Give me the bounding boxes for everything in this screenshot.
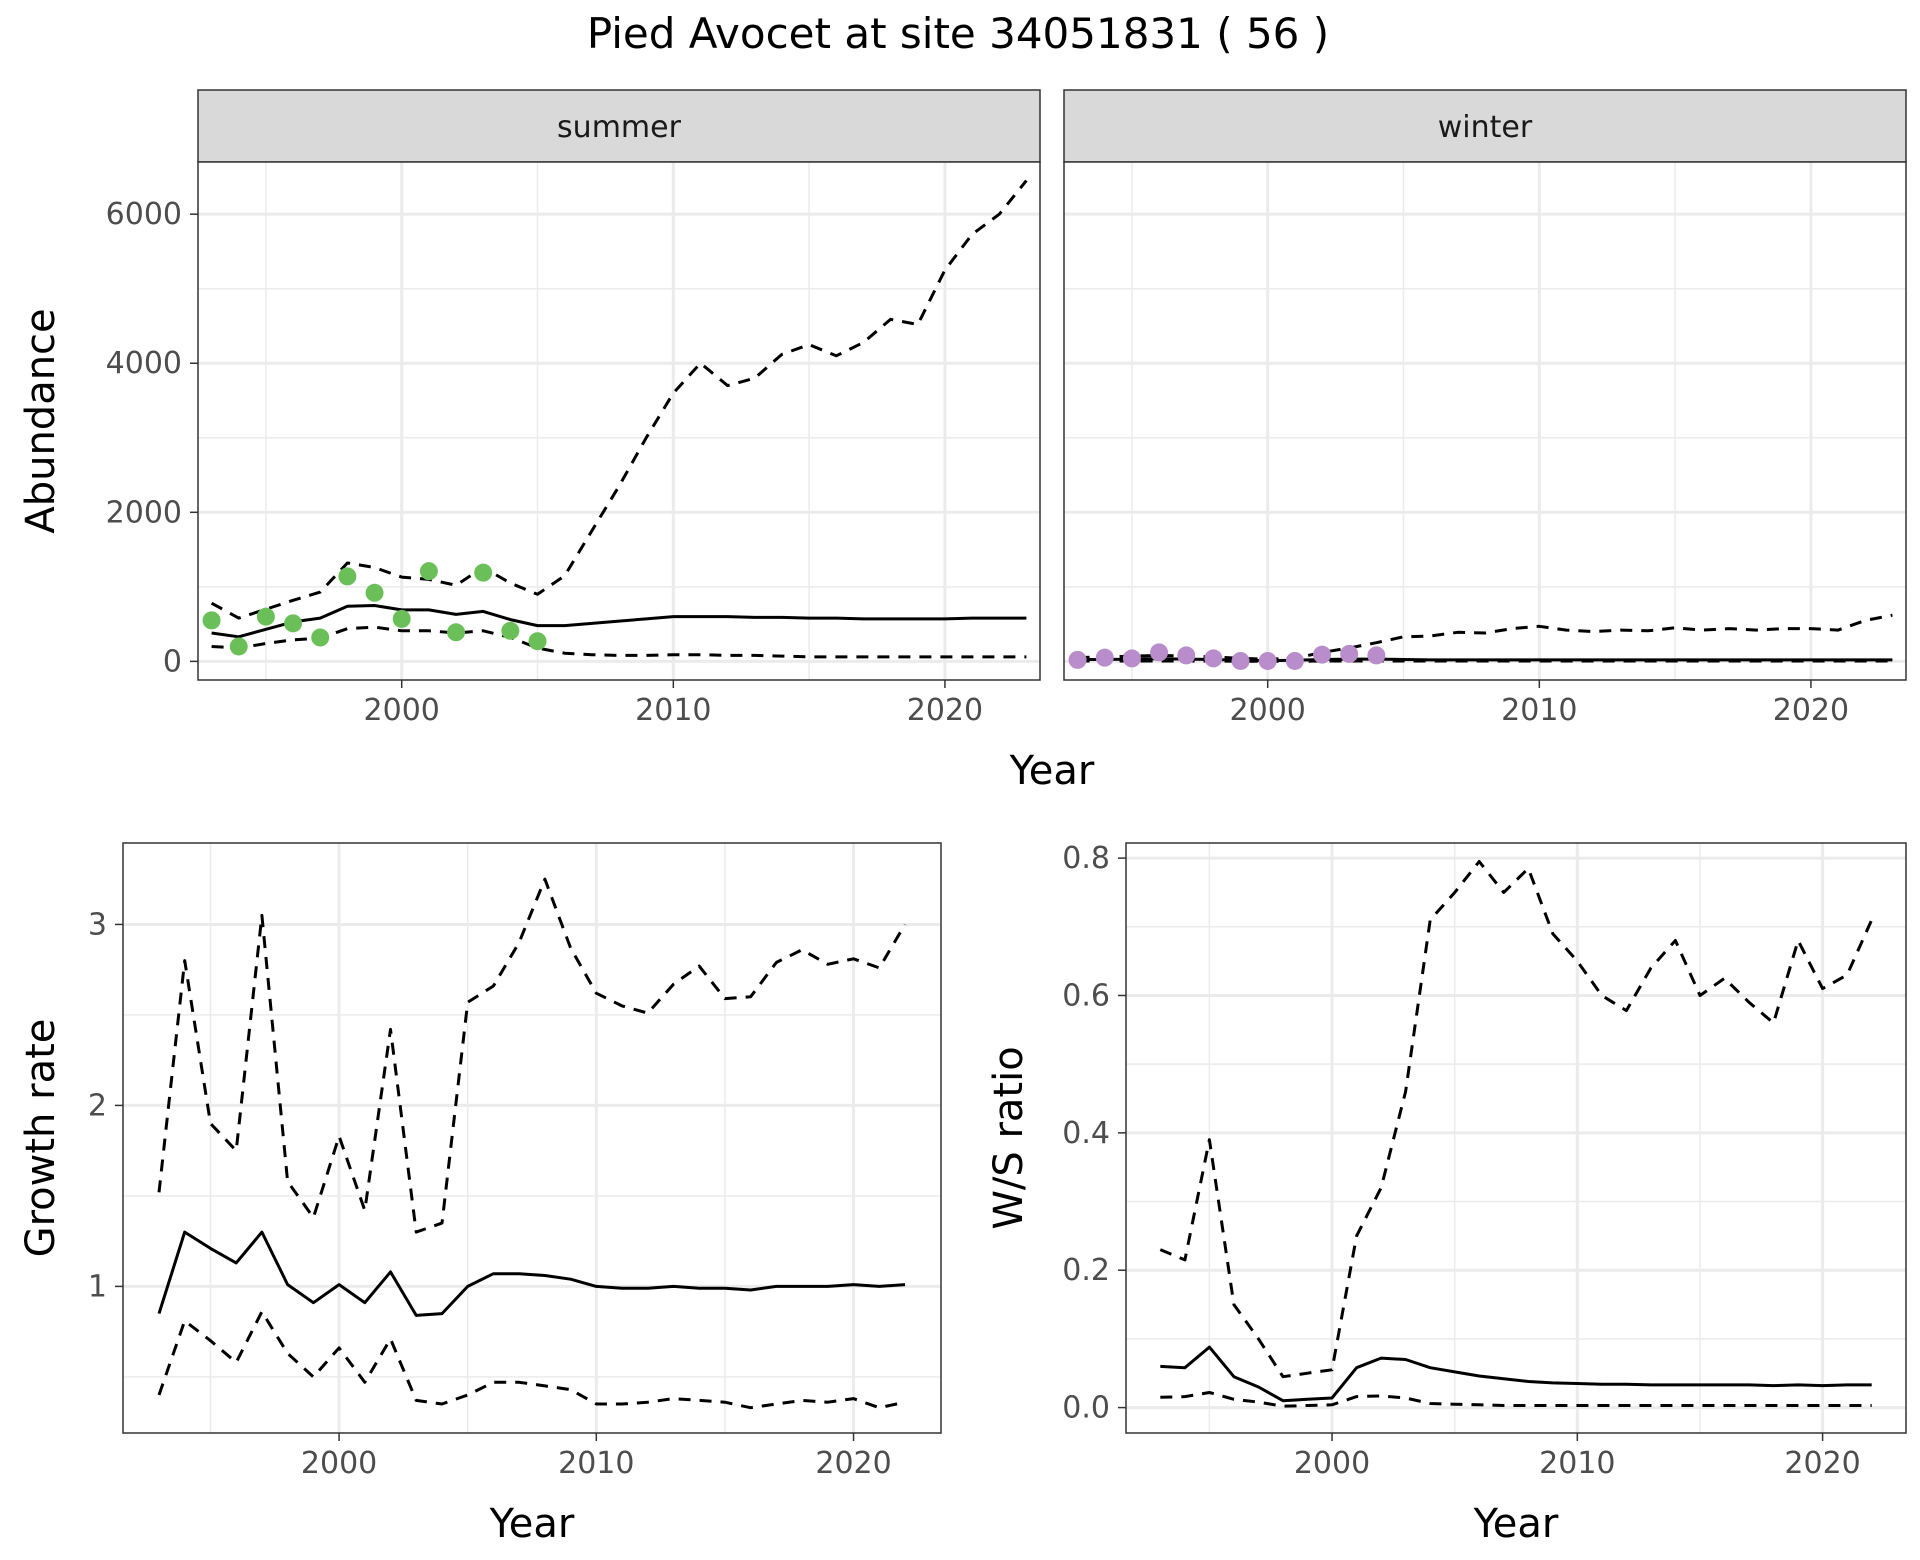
winter-point <box>1150 643 1169 662</box>
x-ticks-growth: 2000 2010 2020 <box>301 1433 892 1481</box>
summer-point <box>447 623 466 642</box>
marks-growth <box>157 877 907 1410</box>
summer-point <box>474 563 493 582</box>
winter-point <box>1367 646 1386 665</box>
plot-border-winter <box>1063 161 1907 681</box>
ws-y-tick-label: 0.2 <box>1062 1253 1110 1288</box>
summer-y-tick-label: 6000 <box>106 197 182 232</box>
ws-y-tick-label: 0.6 <box>1062 978 1110 1013</box>
strip-summer <box>197 89 1041 163</box>
winter-x-tick-label: 2020 <box>1773 693 1849 728</box>
winter-point <box>1122 649 1141 668</box>
plot-border-ws <box>1125 842 1907 1434</box>
growth-x-tick-label: 2000 <box>301 1446 377 1481</box>
marks-winter <box>1068 613 1893 670</box>
grid-summer <box>198 162 1040 680</box>
y-ticks-growth: 1 2 3 <box>88 907 123 1304</box>
figure-title: Pied Avocet at site 34051831 ( 56 ) <box>587 9 1329 58</box>
growth-series-lower <box>157 1310 906 1410</box>
growth-series-upper <box>157 877 907 1234</box>
winter-point <box>1231 651 1250 670</box>
ws-series-estimate <box>1160 1345 1872 1403</box>
marks-summer <box>202 179 1028 659</box>
summer-point <box>229 637 248 656</box>
growth-y-label: Growth rate <box>18 1019 64 1258</box>
summer-y-tick-label: 4000 <box>106 346 182 381</box>
winter-point <box>1285 651 1304 670</box>
ws-ratio-panel: 2000 2010 2020 0.0 0.2 0.4 0.6 0.8 W/S ratio Y… <box>986 841 1907 1547</box>
growth-panel: 2000 2010 2020 1 2 3 Growth rate Year <box>18 842 942 1547</box>
summer-y-tick-label: 2000 <box>106 495 182 530</box>
strip-winter <box>1063 89 1907 163</box>
summer-series-estimate <box>211 604 1027 639</box>
winter-point <box>1177 646 1196 665</box>
summer-point <box>501 621 520 640</box>
summer-x-tick-label: 2000 <box>364 693 440 728</box>
y-ticks-abundance: 0 2000 4000 6000 <box>106 197 198 679</box>
summer-point <box>419 562 438 581</box>
growth-series-estimate <box>157 1230 906 1317</box>
winter-point <box>1095 648 1114 667</box>
summer-point <box>338 567 357 586</box>
growth-y-tick-label: 2 <box>88 1088 107 1123</box>
abundance-y-label: Abundance <box>18 308 64 533</box>
ws-y-tick-label: 0.8 <box>1062 841 1110 876</box>
growth-x-tick-label: 2020 <box>815 1446 891 1481</box>
x-ticks-summer: 2000 2010 2020 <box>364 680 983 728</box>
ws-x-label: Year <box>1473 1501 1559 1547</box>
grid-ws <box>1126 843 1906 1433</box>
growth-x-label: Year <box>489 1501 575 1547</box>
winter-point <box>1258 651 1277 670</box>
winter-point <box>1068 650 1087 669</box>
strip-label-summer: summer <box>557 110 682 145</box>
ws-series-lower <box>1160 1391 1872 1408</box>
plot-bg-winter <box>1064 162 1906 680</box>
summer-point <box>284 614 303 633</box>
summer-point <box>256 607 275 626</box>
x-ticks-ws: 2000 2010 2020 <box>1294 1433 1861 1481</box>
winter-point <box>1313 645 1332 664</box>
summer-point <box>365 583 384 602</box>
summer-x-tick-label: 2020 <box>907 693 983 728</box>
facet-summer: summer 2000 2010 2020 0 2000 4000 6000 <box>106 89 1041 728</box>
x-ticks-winter: 2000 2010 2020 <box>1230 680 1849 728</box>
facet-winter: winter 2000 2010 2020 <box>1063 89 1907 728</box>
winter-x-tick-label: 2000 <box>1230 693 1306 728</box>
ws-y-tick-label: 0.4 <box>1062 1116 1110 1151</box>
summer-point <box>392 609 411 628</box>
marks-ws <box>1159 860 1874 1408</box>
plot-border-growth <box>122 842 942 1434</box>
ws-x-tick-label: 2020 <box>1784 1446 1860 1481</box>
growth-y-tick-label: 1 <box>88 1269 107 1304</box>
summer-series-upper <box>210 179 1028 620</box>
plot-border-summer <box>197 161 1041 681</box>
summer-x-tick-label: 2010 <box>635 693 711 728</box>
ws-x-tick-label: 2000 <box>1294 1446 1370 1481</box>
summer-point <box>528 632 547 651</box>
plot-bg-growth <box>123 843 941 1433</box>
summer-y-tick-label: 0 <box>163 644 182 679</box>
abundance-panel: summer 2000 2010 2020 0 2000 4000 6000 winter… <box>18 89 1907 794</box>
summer-point <box>202 611 221 630</box>
ws-x-tick-label: 2010 <box>1539 1446 1615 1481</box>
plot-bg-summer <box>198 162 1040 680</box>
summer-point <box>311 628 330 647</box>
grid-growth <box>123 843 941 1433</box>
ws-series-upper <box>1159 860 1874 1379</box>
plot-bg-ws <box>1126 843 1906 1433</box>
y-ticks-ws: 0.0 0.2 0.4 0.6 0.8 <box>1062 841 1126 1426</box>
winter-point <box>1204 649 1223 668</box>
growth-y-tick-label: 3 <box>88 907 107 942</box>
ws-y-label: W/S ratio <box>986 1046 1032 1229</box>
strip-label-winter: winter <box>1438 110 1533 145</box>
winter-x-tick-label: 2010 <box>1501 693 1577 728</box>
growth-x-tick-label: 2010 <box>558 1446 634 1481</box>
ws-y-tick-label: 0.0 <box>1062 1391 1110 1426</box>
winter-point <box>1340 644 1359 663</box>
abundance-x-label: Year <box>1009 748 1095 794</box>
